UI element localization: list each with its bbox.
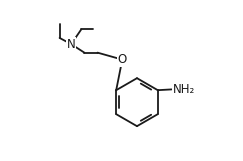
Text: NH₂: NH₂: [173, 83, 195, 96]
Text: N: N: [67, 38, 76, 51]
Text: O: O: [118, 53, 127, 66]
